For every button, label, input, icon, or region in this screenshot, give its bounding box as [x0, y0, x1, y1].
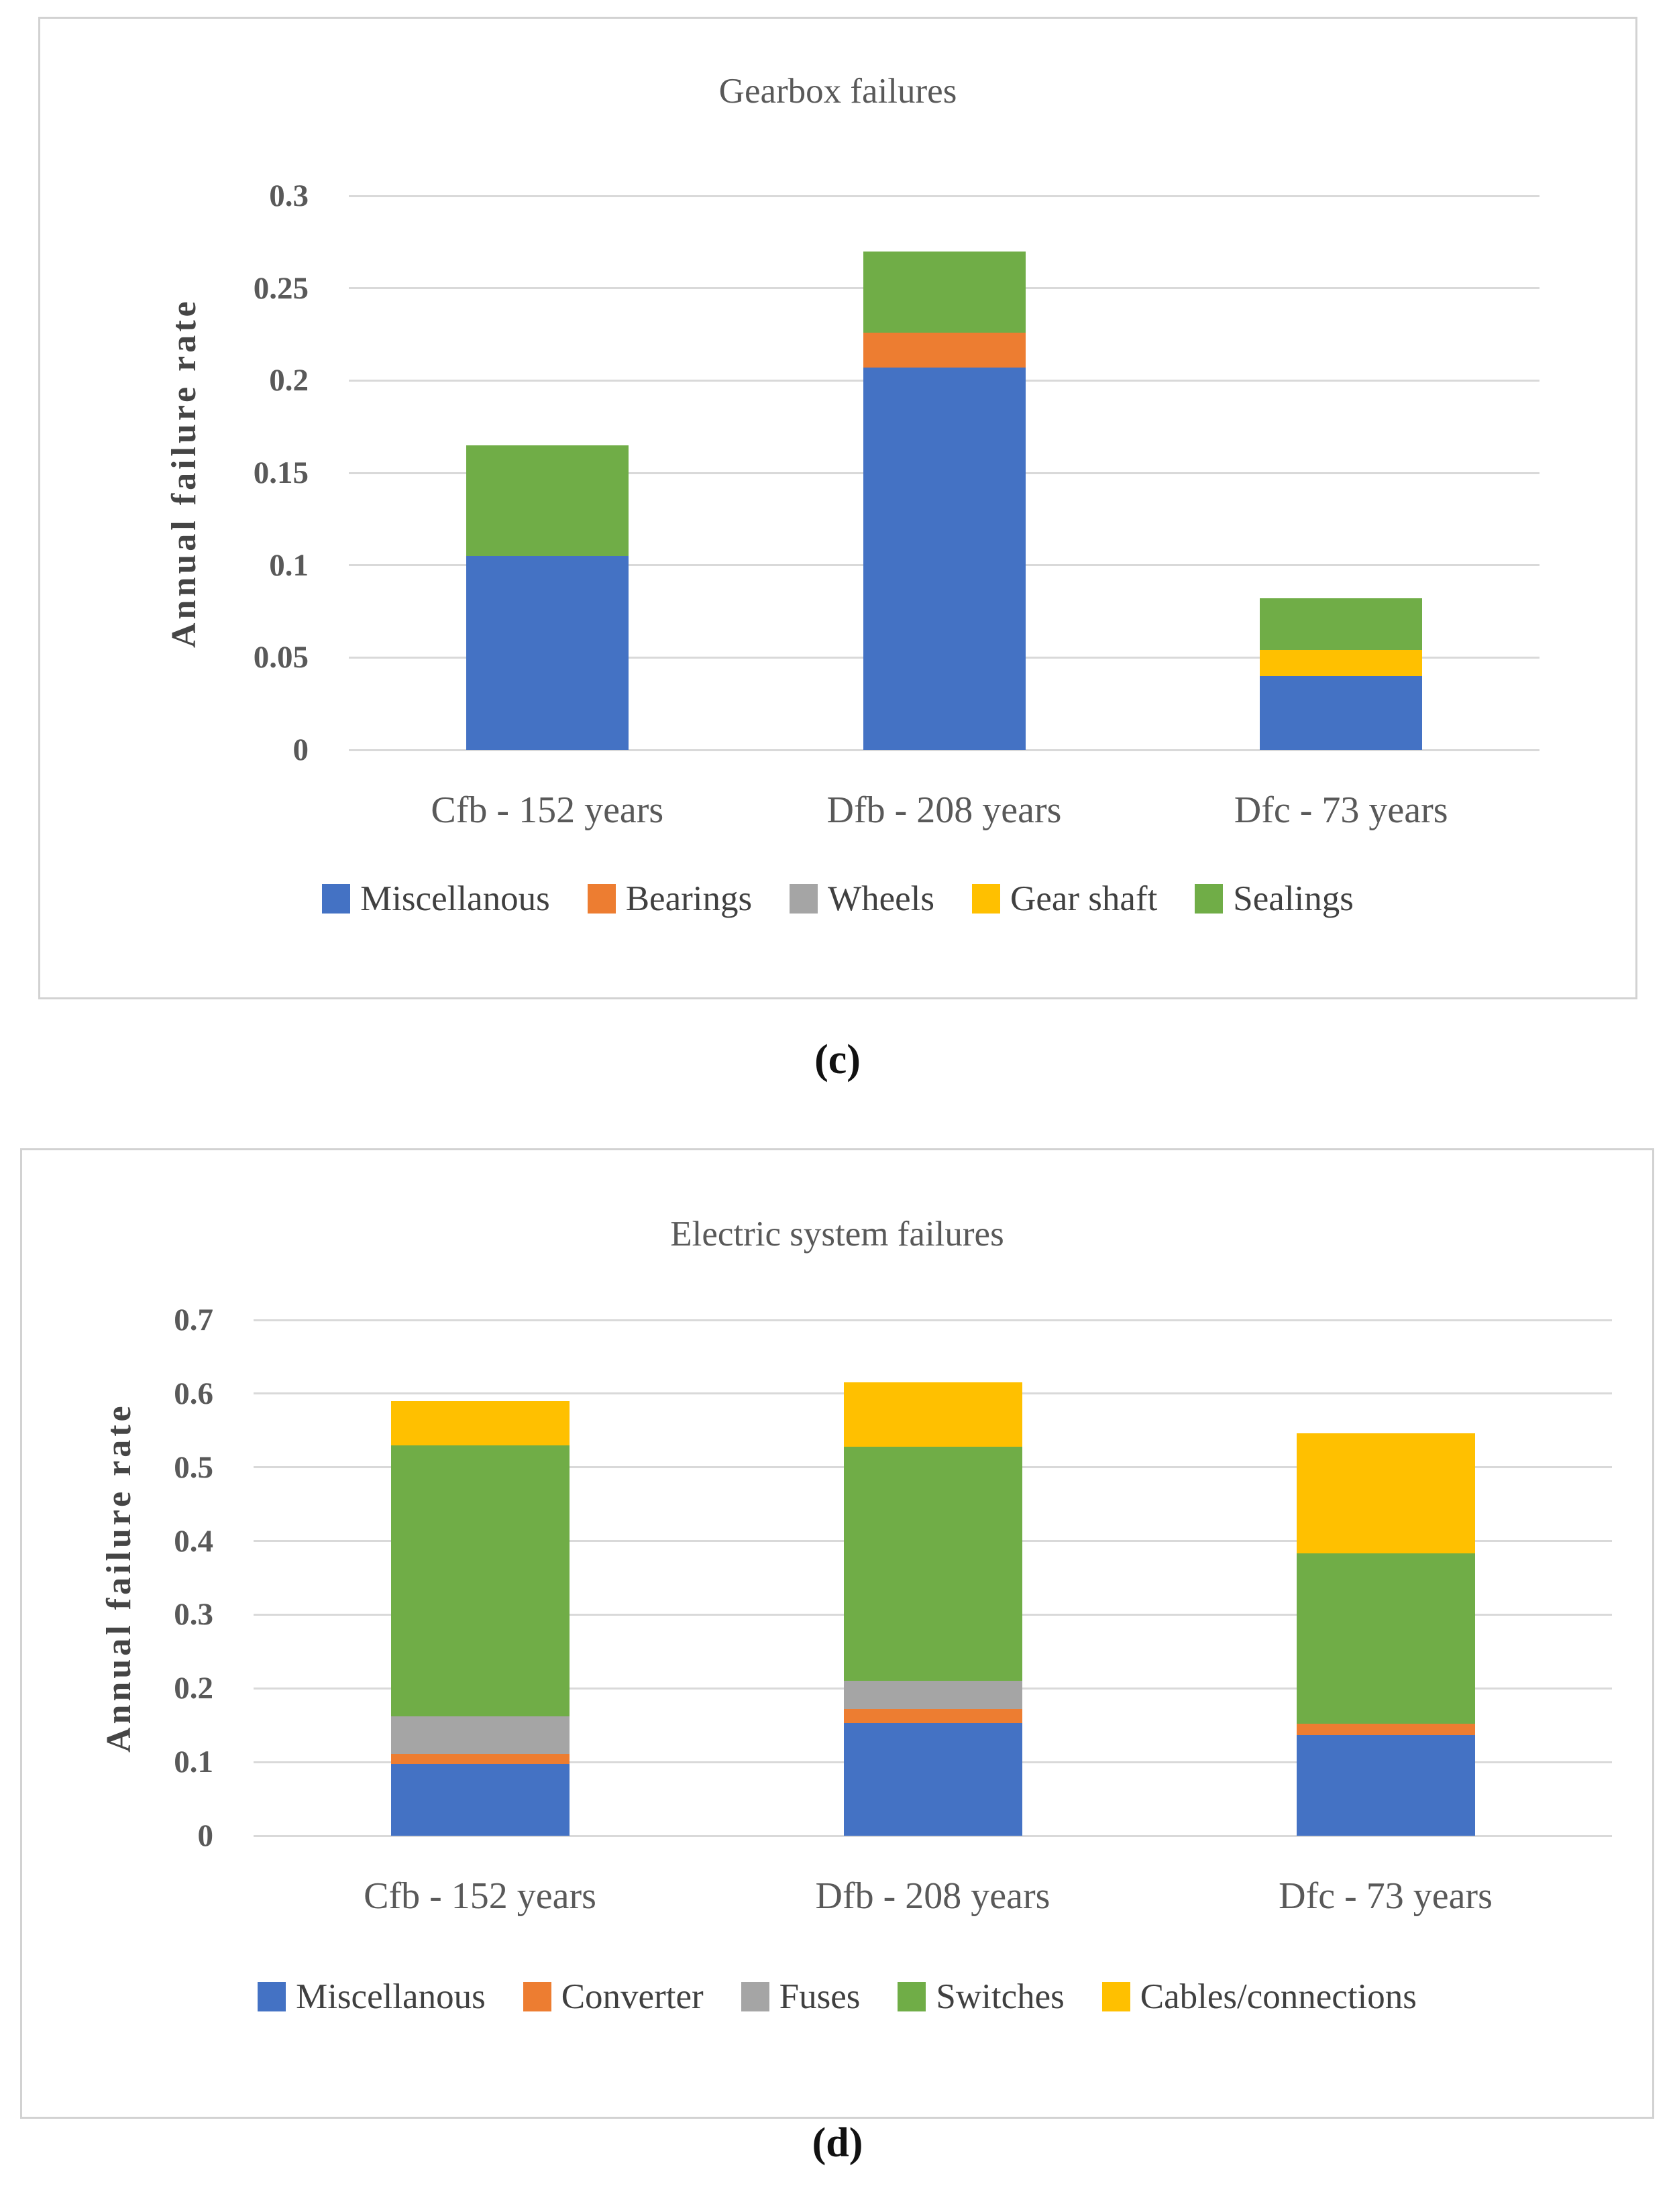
legend-label: Gear shaft	[1010, 879, 1158, 918]
stacked-bar	[390, 1400, 570, 1836]
legend-label: Miscellanous	[296, 1977, 486, 2016]
legend-label: Converter	[561, 1977, 704, 2016]
legend-label: Switches	[936, 1977, 1065, 2016]
bar-segment-sealings	[466, 445, 629, 556]
y-axis-tick-label: 0.1	[269, 547, 309, 583]
legend-swatch-icon	[898, 1982, 926, 2011]
legend-item: Sealings	[1195, 879, 1354, 919]
legend-label: Wheels	[828, 879, 935, 918]
legend-label: Miscellanous	[360, 879, 550, 918]
y-axis-tick-label: 0.3	[174, 1597, 213, 1633]
legend-item: Miscellanous	[322, 879, 550, 919]
gearbox-legend: Miscellanous Bearings Wheels Gear shaft Seal…	[40, 879, 1635, 919]
stacked-bar	[1296, 1433, 1475, 1836]
bar-segment-cables-connections	[390, 1400, 570, 1445]
y-axis-tick-label: 0.3	[269, 178, 309, 213]
bar-segment-miscellanous	[466, 555, 629, 750]
y-axis-tick-label: 0.6	[174, 1376, 213, 1411]
y-axis-tick-label: 0.1	[174, 1745, 213, 1780]
legend-swatch-icon	[523, 1982, 551, 2011]
legend-label: Bearings	[625, 879, 753, 918]
bar-segment-cables-connections	[1296, 1433, 1475, 1554]
bar-segment-fuses	[843, 1681, 1022, 1710]
gridline	[349, 195, 1539, 197]
legend-item: Bearings	[587, 879, 753, 919]
legend-swatch-icon	[972, 884, 1001, 914]
legend-label: Fuses	[779, 1977, 861, 2016]
legend-item: Converter	[523, 1977, 704, 2017]
y-axis-tick-label: 0	[197, 1818, 214, 1853]
bar-segment-sealings	[863, 251, 1026, 333]
x-axis-category-label: Dfc - 73 years	[1234, 789, 1448, 831]
legend-swatch-icon	[322, 884, 351, 914]
x-axis-category-label: Cfb - 152 years	[431, 789, 664, 831]
legend-item: Gear shaft	[972, 879, 1157, 919]
bar-segment-cables-connections	[843, 1382, 1022, 1447]
electric-chart-panel: Electric system failures Annual failure …	[20, 1148, 1654, 2119]
bar-segment-switches	[843, 1446, 1022, 1681]
electric-plot-area	[254, 1319, 1612, 1837]
bar-segment-bearings	[863, 332, 1026, 368]
x-axis-category-label: Cfb - 152 years	[364, 1875, 596, 1917]
bar-segment-fuses	[390, 1716, 570, 1755]
y-axis-tick-label: 0.05	[253, 640, 309, 675]
bar-segment-miscellanous	[843, 1722, 1022, 1836]
legend-swatch-icon	[258, 1982, 286, 2011]
bar-segment-gear-shaft	[1260, 650, 1423, 676]
gearbox-chart-title: Gearbox failures	[718, 72, 957, 111]
y-axis-tick-label: 0	[292, 732, 309, 767]
bar-segment-converter	[1296, 1724, 1475, 1735]
bar-segment-switches	[1296, 1553, 1475, 1724]
legend-swatch-icon	[1195, 884, 1224, 914]
legend-swatch-icon	[587, 884, 616, 914]
legend-swatch-icon	[790, 884, 818, 914]
y-axis-tick-label: 0.2	[269, 363, 309, 398]
gridline	[254, 1319, 1612, 1321]
gridline	[349, 749, 1539, 751]
y-axis-tick-label: 0.2	[174, 1671, 213, 1706]
legend-swatch-icon	[741, 1982, 769, 2011]
legend-item: Cables/connections	[1101, 1977, 1417, 2017]
stacked-bar	[843, 1382, 1022, 1836]
bar-segment-miscellanous	[1296, 1734, 1475, 1836]
legend-label: Sealings	[1233, 879, 1354, 918]
y-axis-tick-label: 0.25	[253, 270, 309, 306]
subfigure-caption-c: (c)	[814, 1037, 861, 1083]
subfigure-caption-d: (d)	[812, 2120, 863, 2166]
bar-segment-switches	[390, 1445, 570, 1717]
bar-segment-converter	[843, 1709, 1022, 1723]
legend-item: Switches	[898, 1977, 1065, 2017]
x-axis-category-label: Dfb - 208 years	[815, 1875, 1050, 1917]
stacked-bar	[466, 445, 629, 750]
legend-item: Wheels	[790, 879, 934, 919]
legend-item: Fuses	[741, 1977, 861, 2017]
electric-legend: Miscellanous Converter Fuses Switches Cables…	[22, 1977, 1652, 2017]
stacked-bar	[863, 251, 1026, 750]
x-axis-category-label: Dfb - 208 years	[826, 789, 1062, 831]
bar-segment-converter	[390, 1754, 570, 1765]
legend-label: Cables/connections	[1140, 1977, 1417, 2016]
legend-item: Miscellanous	[258, 1977, 486, 2017]
stacked-bar	[1260, 598, 1423, 750]
gearbox-chart-panel: Gearbox failures Annual failure rate Mis…	[38, 17, 1637, 999]
y-axis-tick-label: 0.4	[174, 1523, 213, 1559]
electric-chart-title: Electric system failures	[670, 1215, 1004, 1254]
bar-segment-miscellanous	[390, 1764, 570, 1836]
gridline	[254, 1834, 1612, 1837]
gearbox-plot-area	[349, 195, 1539, 751]
y-axis-tick-label: 0.5	[174, 1449, 213, 1485]
bar-segment-sealings	[1260, 598, 1423, 651]
y-axis-tick-label: 0.7	[174, 1303, 213, 1337]
legend-swatch-icon	[1101, 1982, 1130, 2011]
bar-segment-miscellanous	[863, 368, 1026, 750]
y-axis-tick-label: 0.15	[253, 455, 309, 490]
bar-segment-miscellanous	[1260, 675, 1423, 750]
x-axis-category-label: Dfc - 73 years	[1279, 1875, 1493, 1917]
